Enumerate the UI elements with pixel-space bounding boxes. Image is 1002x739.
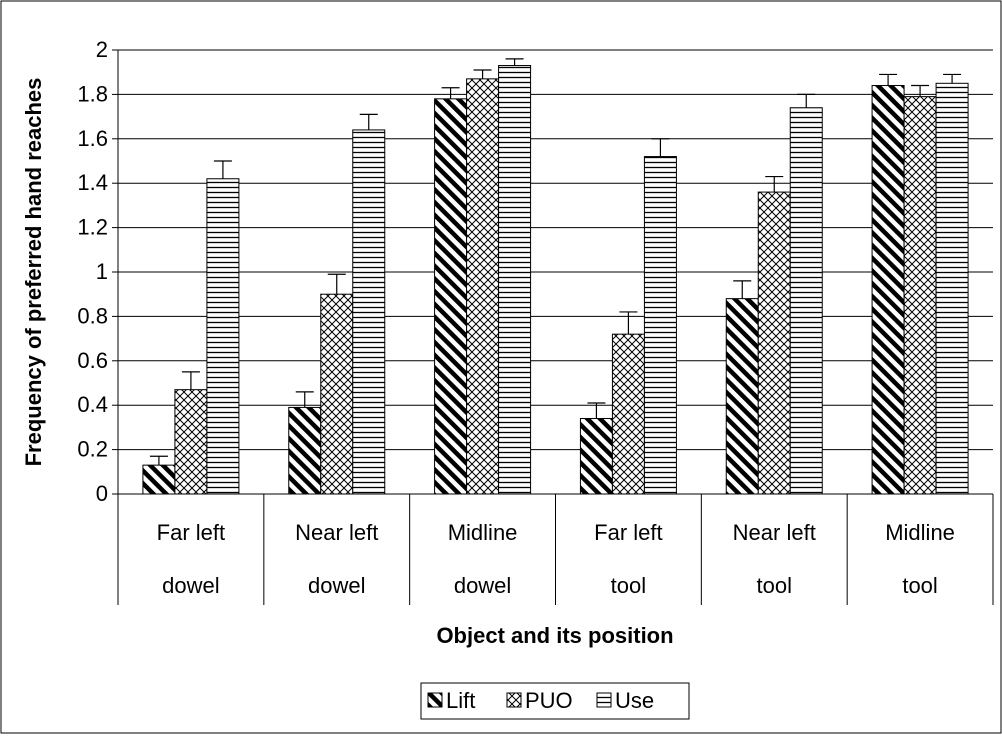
category-label-line2: dowel [162, 573, 219, 598]
legend-label-puo: PUO [525, 688, 573, 713]
y-tick-label: 1.4 [77, 170, 108, 195]
legend-label-use: Use [615, 688, 654, 713]
bar-use [352, 129, 386, 495]
y-axis-title: Frequency of preferred hand reaches [21, 78, 46, 467]
legend-label-lift: Lift [446, 688, 475, 713]
y-tick-label: 0.4 [77, 392, 108, 417]
y-tick-label: 0 [96, 481, 108, 506]
legend-box [420, 682, 690, 720]
y-tick-label: 0.2 [77, 437, 108, 462]
x-axis-title: Object and its position [436, 623, 673, 648]
category-label-line2: tool [757, 573, 792, 598]
category-label-line1: Midline [885, 520, 955, 545]
category-label-line1: Near left [295, 520, 378, 545]
bar-use [643, 156, 677, 495]
bar-puo [611, 333, 645, 495]
y-tick-label: 2 [96, 37, 108, 62]
category-label-line2: dowel [454, 573, 511, 598]
y-tick-label: 0.6 [77, 348, 108, 373]
bar-lift [725, 298, 759, 495]
y-tick-label: 1.6 [77, 126, 108, 151]
category-label-line2: tool [611, 573, 646, 598]
category-label-line2: tool [902, 573, 937, 598]
y-tick-label: 1.8 [77, 81, 108, 106]
category-label-line1: Midline [448, 520, 518, 545]
category-label-line1: Near left [733, 520, 816, 545]
legend: Lift PUO Use [420, 682, 690, 720]
legend-swatch-use [596, 692, 612, 708]
bar-use [935, 82, 969, 495]
bar-use [498, 65, 532, 495]
y-tick-label: 1 [96, 259, 108, 284]
y-tick-label: 0.8 [77, 303, 108, 328]
bar-use [789, 107, 823, 495]
gridlines [118, 49, 993, 451]
y-tick-label: 1.2 [77, 215, 108, 240]
bar-lift [288, 406, 322, 495]
legend-swatch-lift [427, 692, 443, 708]
bars [142, 58, 969, 495]
bar-lift [142, 464, 176, 495]
category-label-line1: Far left [157, 520, 225, 545]
bar-lift [434, 98, 468, 495]
axes: 0 0.2 0.4 0.6 0.8 1 1.2 1.4 1.6 1.8 2 Far left dowel… [77, 37, 994, 605]
bar-lift [871, 85, 905, 495]
bar-use [206, 178, 240, 495]
category-label-line1: Far left [594, 520, 662, 545]
bar-puo [466, 78, 500, 495]
bar-puo [320, 293, 354, 495]
bar-puo [174, 389, 208, 495]
category-label-line2: dowel [308, 573, 365, 598]
legend-swatch-puo [506, 692, 522, 708]
bar-puo [757, 191, 791, 495]
bar-lift [579, 418, 613, 495]
bar-puo [903, 96, 937, 495]
